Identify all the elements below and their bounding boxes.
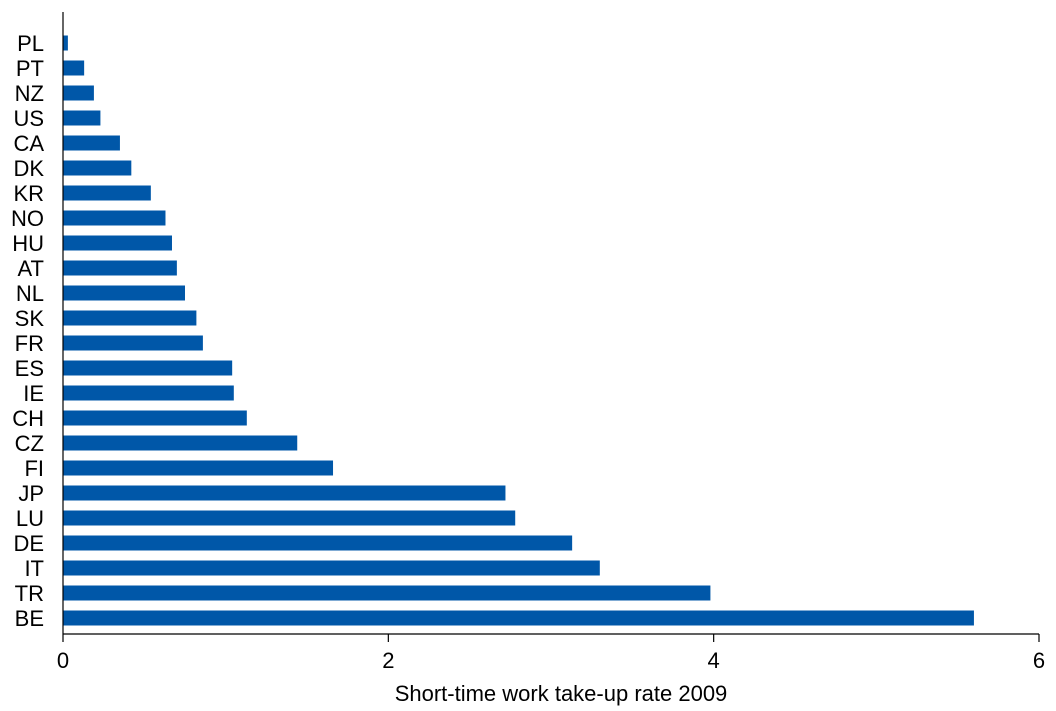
bar-tr — [63, 585, 711, 601]
category-label-be: BE — [15, 606, 44, 631]
bar-at — [63, 260, 177, 276]
category-label-cz: CZ — [15, 431, 44, 456]
bar-kr — [63, 185, 151, 201]
bar-de — [63, 535, 573, 551]
category-label-dk: DK — [13, 156, 44, 181]
category-label-fi: FI — [24, 456, 44, 481]
category-label-ch: CH — [12, 406, 44, 431]
category-label-tr: TR — [15, 581, 44, 606]
bar-dk — [63, 160, 132, 176]
bar-fr — [63, 335, 203, 351]
x-tick-label-2: 2 — [382, 648, 394, 673]
bar-fi — [63, 460, 334, 476]
category-labels: PLPTNZUSCADKKRNOHUATNLSKFRESIECHCZFIJPLU… — [11, 31, 44, 631]
category-label-es: ES — [15, 356, 44, 381]
bar-no — [63, 210, 166, 226]
category-label-us: US — [13, 106, 44, 131]
category-label-pl: PL — [17, 31, 44, 56]
category-label-no: NO — [11, 206, 44, 231]
x-tick-label-0: 0 — [57, 648, 69, 673]
category-label-ca: CA — [13, 131, 44, 156]
x-tick-label-6: 6 — [1033, 648, 1045, 673]
bar-es — [63, 360, 233, 376]
category-label-lu: LU — [16, 506, 44, 531]
category-label-fr: FR — [15, 331, 44, 356]
category-label-nl: NL — [16, 281, 44, 306]
bar-ie — [63, 385, 234, 401]
x-tick-label-4: 4 — [708, 648, 720, 673]
bar-nl — [63, 285, 185, 301]
bar-lu — [63, 510, 516, 526]
category-label-it: IT — [24, 556, 44, 581]
bar-us — [63, 110, 101, 126]
bar-be — [63, 610, 974, 626]
category-label-pt: PT — [16, 56, 44, 81]
bar-hu — [63, 235, 172, 251]
bar-nz — [63, 85, 94, 101]
category-label-at: AT — [18, 256, 44, 281]
bar-it — [63, 560, 600, 576]
bar-pt — [63, 60, 85, 76]
bar-ca — [63, 135, 120, 151]
bar-cz — [63, 435, 298, 451]
axes-layer — [62, 12, 1040, 642]
category-label-kr: KR — [13, 181, 44, 206]
bars-layer — [63, 35, 974, 626]
category-label-sk: SK — [15, 306, 45, 331]
bar-sk — [63, 310, 197, 326]
bar-ch — [63, 410, 247, 426]
category-label-jp: JP — [18, 481, 44, 506]
category-label-nz: NZ — [15, 81, 44, 106]
x-tick-labels: 0 2 4 6 — [57, 648, 1045, 673]
bar-pl — [63, 35, 68, 51]
category-label-hu: HU — [12, 231, 44, 256]
category-label-de: DE — [13, 531, 44, 556]
x-axis-title: Short-time work take-up rate 2009 — [395, 681, 728, 706]
category-label-ie: IE — [23, 381, 44, 406]
bar-jp — [63, 485, 506, 501]
